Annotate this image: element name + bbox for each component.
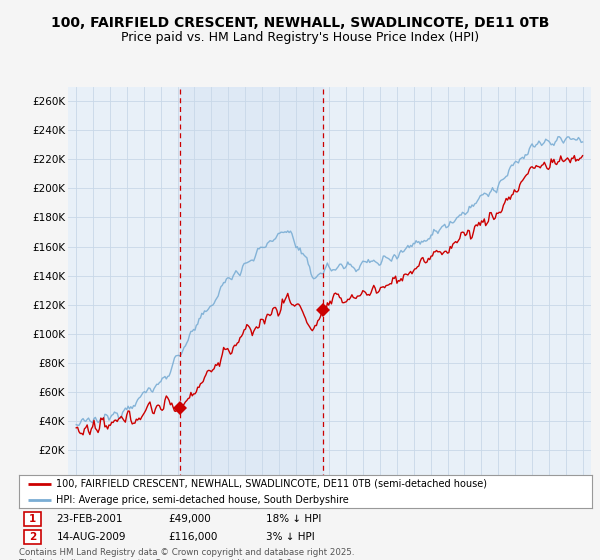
Text: 3% ↓ HPI: 3% ↓ HPI (266, 532, 314, 542)
Text: 18% ↓ HPI: 18% ↓ HPI (266, 514, 321, 524)
Text: 100, FAIRFIELD CRESCENT, NEWHALL, SWADLINCOTE, DE11 0TB (semi-detached house): 100, FAIRFIELD CRESCENT, NEWHALL, SWADLI… (56, 479, 487, 489)
Text: Price paid vs. HM Land Registry's House Price Index (HPI): Price paid vs. HM Land Registry's House … (121, 31, 479, 44)
Text: £116,000: £116,000 (168, 532, 218, 542)
FancyBboxPatch shape (24, 512, 41, 526)
Bar (180, 87, 323, 479)
FancyBboxPatch shape (24, 530, 41, 544)
Text: 1: 1 (29, 514, 36, 524)
Text: HPI: Average price, semi-detached house, South Derbyshire: HPI: Average price, semi-detached house,… (56, 495, 349, 505)
Text: 2: 2 (29, 532, 36, 542)
Text: £49,000: £49,000 (168, 514, 211, 524)
Text: 14-AUG-2009: 14-AUG-2009 (56, 532, 126, 542)
Text: 100, FAIRFIELD CRESCENT, NEWHALL, SWADLINCOTE, DE11 0TB: 100, FAIRFIELD CRESCENT, NEWHALL, SWADLI… (51, 16, 549, 30)
Text: 23-FEB-2001: 23-FEB-2001 (56, 514, 123, 524)
Text: Contains HM Land Registry data © Crown copyright and database right 2025.
This d: Contains HM Land Registry data © Crown c… (19, 548, 355, 560)
